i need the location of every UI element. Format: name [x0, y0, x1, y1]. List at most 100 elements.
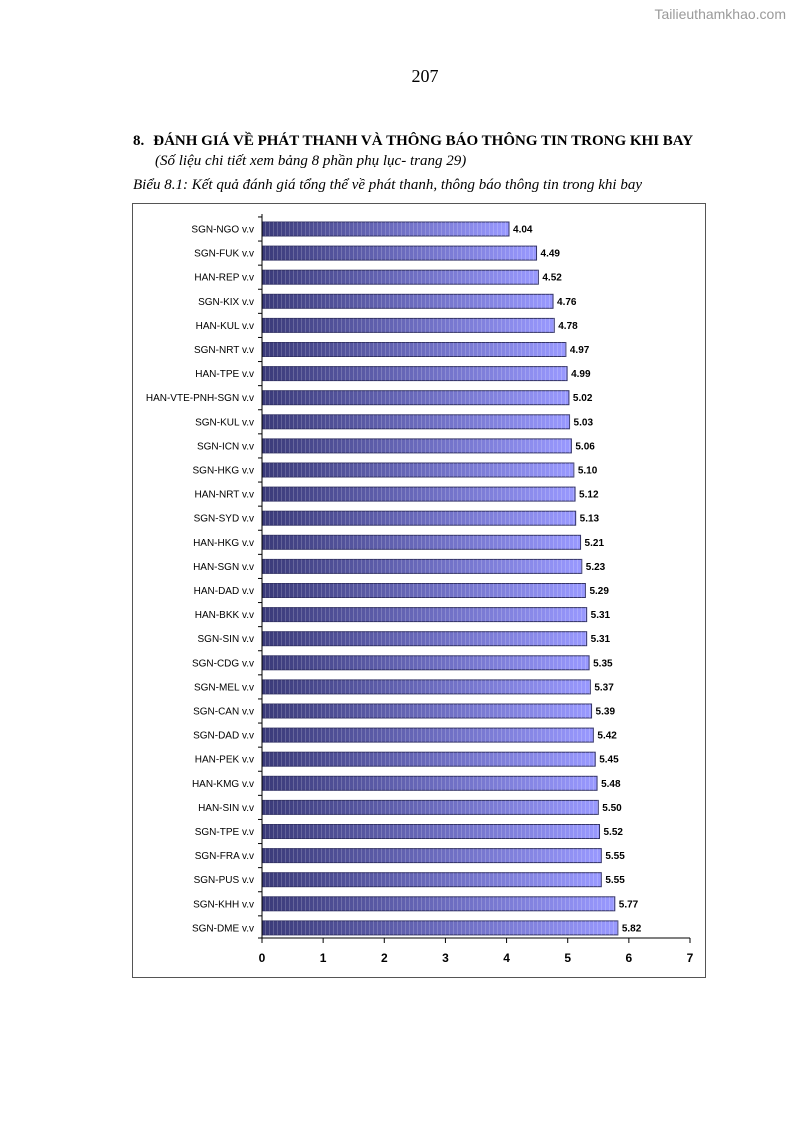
category-label: SGN-PUS v.v [194, 875, 254, 886]
category-label: SGN-KUL v.v [195, 417, 254, 428]
value-label: 5.02 [573, 393, 593, 404]
bar-group: HAN-VTE-PNH-SGN v.v 5.02 [146, 390, 593, 406]
bar-group: SGN-SYD v.v 5.13 [194, 510, 600, 526]
bar-texture [262, 390, 569, 405]
bar-group: HAN-KUL v.v 4.78 [196, 317, 578, 333]
category-label: SGN-NGO v.v [191, 225, 254, 236]
bar-texture [262, 607, 587, 622]
bar-texture [262, 294, 554, 309]
bar-group: SGN-CAN v.v 5.39 [193, 703, 615, 719]
bar-group: HAN-SGN v.v 5.23 [193, 558, 606, 574]
x-tick-label: 0 [259, 951, 266, 965]
category-label: SGN-FUK v.v [194, 249, 254, 260]
value-label: 4.52 [542, 273, 562, 284]
bar-texture [262, 752, 596, 767]
category-label: HAN-NRT v.v [195, 490, 254, 501]
bar-texture [262, 535, 581, 550]
category-label: SGN-DAD v.v [193, 731, 254, 742]
page-number: 207 [411, 66, 439, 86]
bar-group: HAN-REP v.v 4.52 [194, 269, 562, 285]
value-label: 5.31 [591, 610, 611, 621]
bar-texture [262, 270, 539, 285]
bar-chart: SGN-NGO v.v 4.04 SGN-FUK v.v 4.49 HAN-REP v.… [146, 214, 694, 965]
category-label: HAN-KMG v.v [192, 779, 254, 790]
bar-group: HAN-TPE v.v 4.99 [195, 366, 591, 382]
bar-group: SGN-NGO v.v 4.04 [191, 221, 533, 237]
category-label: HAN-BKK v.v [195, 610, 254, 621]
bar-group: SGN-KUL v.v 5.03 [195, 414, 594, 430]
bar-texture [262, 704, 592, 718]
bar-group: SGN-DAD v.v 5.42 [193, 727, 617, 743]
bar-group: SGN-FUK v.v 4.49 [194, 245, 561, 261]
bar-texture [262, 728, 594, 743]
bar-texture [262, 679, 591, 694]
category-label: SGN-ICN v.v [197, 441, 254, 452]
bar-group: SGN-FRA v.v 5.55 [195, 848, 625, 864]
bar-texture [262, 246, 537, 261]
bar-group: SGN-PUS v.v 5.55 [194, 872, 625, 888]
bar-group: HAN-BKK v.v 5.31 [195, 607, 611, 623]
chart-caption: Biểu 8.1: Kết quả đánh giá tổng thể về p… [133, 177, 642, 193]
category-label: HAN-VTE-PNH-SGN v.v [146, 393, 254, 404]
section-note: (Số liệu chi tiết xem bảng 8 phần phụ lụ… [155, 153, 467, 169]
category-label: SGN-CDG v.v [192, 658, 254, 669]
watermark: Tailieuthamkhao.com [654, 6, 786, 22]
bar-texture [262, 776, 598, 791]
bar-group: HAN-NRT v.v 5.12 [195, 486, 599, 502]
bar-texture [262, 920, 618, 935]
category-label: HAN-TPE v.v [195, 369, 254, 380]
value-label: 5.06 [575, 441, 595, 452]
bar-texture [262, 559, 582, 574]
value-label: 5.35 [593, 658, 613, 669]
bar-group: HAN-DAD v.v 5.29 [194, 583, 609, 598]
value-label: 5.52 [604, 827, 624, 838]
value-label: 5.21 [585, 538, 605, 549]
value-label: 5.50 [602, 803, 622, 814]
category-label: HAN-REP v.v [194, 273, 254, 284]
x-tick-label: 3 [442, 951, 449, 965]
x-tick-label: 7 [687, 951, 694, 965]
value-label: 5.55 [605, 875, 625, 886]
category-label: SGN-FRA v.v [195, 851, 254, 862]
category-label: SGN-SYD v.v [194, 514, 254, 525]
value-label: 4.49 [541, 249, 561, 260]
bar-texture [262, 511, 576, 526]
value-label: 5.37 [594, 682, 614, 693]
x-tick-label: 6 [626, 951, 633, 965]
bar-group: SGN-SIN v.v 5.31 [198, 631, 611, 647]
bar-group: HAN-KMG v.v 5.48 [192, 775, 621, 791]
category-label: SGN-HKG v.v [193, 466, 254, 477]
bar-texture [262, 800, 599, 815]
category-label: SGN-TPE v.v [195, 827, 254, 838]
value-label: 5.03 [574, 417, 594, 428]
category-label: SGN-CAN v.v [193, 707, 254, 718]
bar-texture [262, 463, 574, 477]
value-label: 5.29 [589, 586, 609, 597]
bar-texture [262, 872, 602, 887]
bar-texture [262, 414, 570, 429]
category-label: SGN-KIX v.v [198, 297, 254, 308]
value-label: 5.12 [579, 490, 599, 501]
x-tick-label: 5 [564, 951, 571, 965]
bar-texture [262, 896, 615, 911]
value-label: 4.76 [557, 297, 577, 308]
category-label: HAN-PEK v.v [195, 755, 254, 766]
x-tick-label: 1 [320, 951, 327, 965]
bar-group: HAN-PEK v.v 5.45 [195, 751, 619, 767]
bar-texture [262, 342, 566, 357]
category-label: HAN-DAD v.v [194, 586, 254, 597]
bar-texture [262, 848, 602, 863]
value-label: 4.97 [570, 345, 590, 356]
x-tick-label: 2 [381, 951, 388, 965]
value-label: 5.48 [601, 779, 621, 790]
x-tick-label: 4 [503, 951, 510, 965]
value-label: 5.31 [591, 634, 611, 645]
section-heading: 8. ĐÁNH GIÁ VỀ PHÁT THANH VÀ THÔNG BÁO TH… [133, 133, 693, 150]
bar-group: SGN-NRT v.v 4.97 [194, 342, 590, 357]
bar-group: SGN-TPE v.v 5.52 [195, 824, 624, 839]
category-label: SGN-NRT v.v [194, 345, 254, 356]
bar-group: SGN-CDG v.v 5.35 [192, 655, 613, 671]
bar-texture [262, 487, 576, 502]
bar-texture [262, 318, 555, 333]
bar-group: SGN-ICN v.v 5.06 [197, 438, 595, 454]
